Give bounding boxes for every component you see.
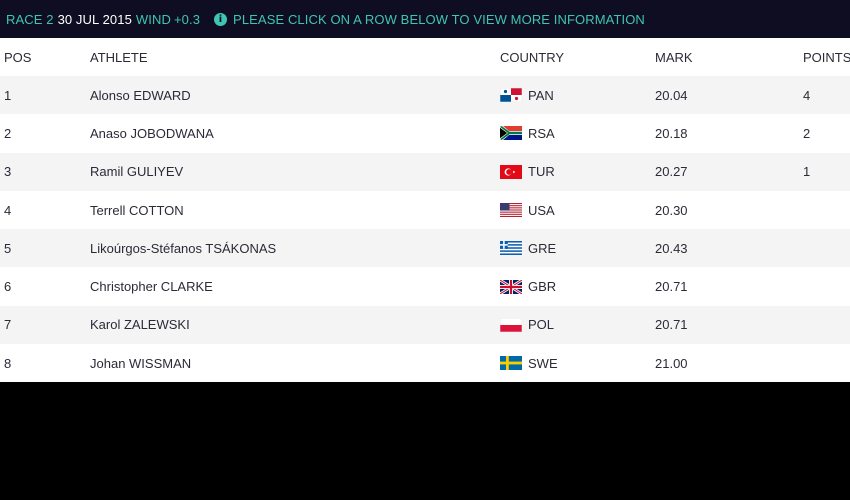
race-number: RACE 2 bbox=[6, 11, 54, 27]
row-mark: 20.04 bbox=[655, 87, 688, 103]
row-mark: 20.71 bbox=[655, 317, 688, 333]
column-header-points: POINTS bbox=[803, 49, 850, 65]
row-country: USA bbox=[500, 203, 655, 218]
row-country: GBR bbox=[500, 279, 655, 294]
column-header-mark: MARK bbox=[655, 49, 693, 65]
row-points: 2 bbox=[803, 125, 811, 141]
gre-flag-icon bbox=[500, 241, 522, 256]
info-text: PLEASE CLICK ON A ROW BELOW TO VIEW MORE… bbox=[233, 11, 645, 27]
row-pos: 6 bbox=[4, 279, 12, 295]
gbr-flag-icon bbox=[500, 279, 522, 294]
usa-flag-icon bbox=[500, 203, 522, 218]
row-athlete: Karol ZALEWSKI bbox=[90, 317, 190, 333]
row-pos: 3 bbox=[4, 164, 12, 180]
row-country: SWE bbox=[500, 356, 655, 371]
row-mark: 20.27 bbox=[655, 164, 688, 180]
country-code: RSA bbox=[528, 125, 555, 141]
country-code: POL bbox=[528, 317, 555, 333]
table-row[interactable]: 7 Karol ZALEWSKI POL 20.71 bbox=[0, 305, 850, 345]
row-athlete: Anaso JOBODWANA bbox=[90, 125, 214, 141]
table-header-row: POS ATHLETE COUNTRY MARK POINTS bbox=[0, 38, 850, 76]
row-athlete: Christopher CLARKE bbox=[90, 279, 213, 295]
country-code: SWE bbox=[528, 355, 558, 371]
info-message: i PLEASE CLICK ON A ROW BELOW TO VIEW MO… bbox=[214, 12, 645, 27]
row-country: PAN bbox=[500, 88, 655, 103]
tur-flag-icon bbox=[500, 164, 522, 179]
row-athlete: Likoúrgos-Stéfanos TSÁKONAS bbox=[90, 240, 277, 256]
row-pos: 5 bbox=[4, 240, 12, 256]
table-row[interactable]: 3 Ramil GULIYEV TUR 20.27 1 bbox=[0, 152, 850, 191]
row-athlete: Johan WISSMAN bbox=[90, 355, 192, 371]
wind-value: +0.3 bbox=[173, 11, 201, 27]
table-row[interactable]: 1 Alonso EDWARD PAN 20.04 4 bbox=[0, 76, 850, 115]
row-athlete: Terrell COTTON bbox=[90, 202, 184, 218]
country-code: TUR bbox=[528, 164, 555, 180]
rsa-flag-icon bbox=[500, 126, 522, 141]
row-athlete: Alonso EDWARD bbox=[90, 87, 191, 103]
column-header-country: COUNTRY bbox=[500, 49, 565, 65]
table-row[interactable]: 4 Terrell COTTON USA bbox=[0, 190, 850, 230]
row-pos: 4 bbox=[4, 202, 12, 218]
table-row[interactable]: 2 Anaso JOBODWANA RSA 20.18 2 bbox=[0, 114, 850, 153]
row-mark: 20.30 bbox=[655, 202, 688, 218]
row-country: GRE bbox=[500, 241, 655, 256]
pan-flag-icon bbox=[500, 88, 522, 103]
row-country: RSA bbox=[500, 126, 655, 141]
country-code: GRE bbox=[528, 240, 557, 256]
table-row[interactable]: 5 Likoúrgos-Stéfanos TSÁKONAS GRE bbox=[0, 229, 850, 268]
table-row[interactable]: 6 Christopher CLARKE GBR 20.71 bbox=[0, 267, 850, 306]
country-code: USA bbox=[528, 202, 555, 218]
row-mark: 20.18 bbox=[655, 125, 688, 141]
row-points: 1 bbox=[803, 164, 811, 180]
row-mark: 20.71 bbox=[655, 279, 688, 295]
row-pos: 8 bbox=[4, 355, 12, 371]
pol-flag-icon bbox=[500, 317, 522, 332]
results-table: POS ATHLETE COUNTRY MARK POINTS 1 Alonso… bbox=[0, 38, 850, 383]
row-pos: 2 bbox=[4, 125, 12, 141]
row-pos: 7 bbox=[4, 317, 12, 333]
column-header-athlete: ATHLETE bbox=[90, 49, 148, 65]
row-country: POL bbox=[500, 317, 655, 332]
row-athlete: Ramil GULIYEV bbox=[90, 164, 184, 180]
country-code: GBR bbox=[528, 279, 557, 295]
row-country: TUR bbox=[500, 164, 655, 179]
swe-flag-icon bbox=[500, 356, 522, 371]
row-pos: 1 bbox=[4, 87, 12, 103]
country-code: PAN bbox=[528, 87, 554, 103]
row-mark: 20.43 bbox=[655, 240, 688, 256]
row-mark: 21.00 bbox=[655, 355, 688, 371]
race-info-bar: RACE 2 30 JUL 2015 WIND +0.3 i PLEASE CL… bbox=[0, 0, 850, 38]
row-points: 4 bbox=[803, 87, 811, 103]
column-header-pos: POS bbox=[4, 49, 32, 65]
wind-label: WIND bbox=[135, 11, 171, 27]
info-icon: i bbox=[214, 12, 228, 26]
table-row[interactable]: 8 Johan WISSMAN SWE 21.00 bbox=[0, 344, 850, 383]
race-date: 30 JUL 2015 bbox=[57, 11, 132, 27]
